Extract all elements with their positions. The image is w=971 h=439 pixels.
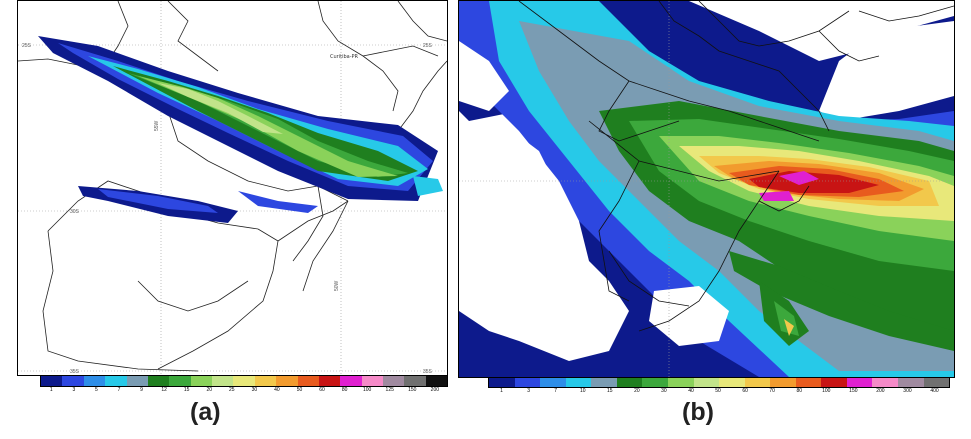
colorbar-tick-label: 80 — [341, 387, 348, 393]
colorbar-swatch — [565, 378, 592, 387]
grid-label-25s-left: 25S — [22, 43, 32, 49]
colorbar-tick-label: 3 — [72, 387, 76, 393]
colorbar-tick-label: 7 — [117, 387, 121, 393]
colorbar-tick-label: 70 — [769, 388, 775, 394]
colorbar-tick-label: 30 — [251, 387, 258, 393]
colorbar-swatch — [489, 378, 515, 387]
colorbar-tick-label: 100 — [362, 387, 372, 393]
map-b-canvas — [459, 1, 954, 377]
grid-label-30s: 30S — [70, 209, 80, 215]
colorbar-tick-label: 200 — [430, 387, 440, 393]
grid-label-25s-right: 25S — [423, 43, 433, 49]
colorbar-tick-label: 50 — [715, 388, 721, 394]
colorbar-swatch — [923, 378, 950, 387]
colorbar-swatch — [898, 378, 924, 387]
grid-label-35s-right: 35S — [423, 369, 433, 375]
colorbar-tick-label: 40 — [688, 388, 694, 394]
colorbar-swatch — [83, 376, 106, 386]
colorbar-swatch — [821, 378, 847, 387]
colorbar-swatch — [254, 376, 277, 386]
precip-bands-a — [38, 36, 443, 223]
colorbar-swatch — [147, 376, 170, 386]
colorbar-swatch — [744, 378, 771, 387]
place-label-curitiba: Curitiba-PR — [330, 54, 359, 60]
colorbar-a-ticks: 1 3 5 7 9 12 15 20 25 30 40 50 60 80 100 125 150 200 — [40, 387, 446, 393]
colorbar-swatch — [719, 378, 745, 387]
colorbar-swatch — [770, 378, 796, 387]
colorbar-swatch — [340, 376, 362, 386]
grid-label-55w: 55W — [154, 120, 160, 131]
boundaries-b — [518, 1, 954, 332]
colorbar-swatch — [212, 376, 234, 386]
colorbar-b-ticks: 1 3 7 10 15 20 30 40 50 60 70 80 100 150 200 300 400 — [488, 388, 948, 394]
colorbar-tick-label: 80 — [796, 388, 802, 394]
colorbar-tick-label: 125 — [385, 387, 394, 393]
map-panel-b — [458, 0, 955, 378]
colorbar-swatch — [297, 376, 319, 386]
colorbar-swatch — [190, 376, 212, 386]
colorbar-tick-label: 20 — [206, 387, 212, 393]
colorbar-swatch — [616, 378, 643, 387]
colorbar-swatch — [846, 378, 873, 387]
colorbar-tick-label: 20 — [634, 388, 640, 394]
colorbar-tick-label: 15 — [607, 388, 613, 394]
colorbar-tick-label: 300 — [903, 388, 912, 394]
colorbar-swatch — [169, 376, 191, 386]
colorbar-swatch — [361, 376, 383, 386]
colorbar-tick-label: 60 — [742, 388, 748, 394]
grid-label-50w: 50W — [334, 280, 340, 291]
colorbar-tick-label: 400 — [930, 388, 939, 394]
colorbar-tick-label: 5 — [95, 387, 98, 393]
colorbar-swatch — [667, 378, 694, 387]
colorbar-swatch — [276, 376, 298, 386]
colorbar-b — [488, 377, 950, 388]
colorbar-swatch — [514, 378, 541, 387]
colorbar-swatch — [105, 376, 127, 386]
colorbar-tick-label: 150 — [849, 388, 858, 394]
colorbar-tick-label: 150 — [408, 387, 417, 393]
colorbar-swatch — [233, 376, 255, 386]
colorbar-swatch — [404, 376, 426, 386]
colorbar-swatch — [41, 376, 63, 386]
colorbar-tick-label: 40 — [274, 387, 280, 393]
precip-field-b — [459, 1, 954, 377]
colorbar-swatch — [126, 376, 148, 386]
colorbar-tick-label: 25 — [229, 387, 235, 393]
colorbar-tick-label: 3 — [527, 388, 530, 394]
colorbar-swatch — [62, 376, 84, 386]
map-a-canvas: Curitiba-PR 25S 25S 30S 35S 35S 55W 50W — [18, 1, 447, 375]
colorbar-swatch — [872, 378, 898, 387]
colorbar-swatch — [383, 376, 405, 386]
colorbar-a — [40, 375, 448, 387]
colorbar-swatch — [318, 376, 341, 386]
colorbar-tick-label: 9 — [140, 387, 143, 393]
colorbar-swatch — [642, 378, 668, 387]
colorbar-tick-label: 12 — [161, 387, 167, 393]
caption-b: (b) — [682, 398, 714, 426]
colorbar-tick-label: 10 — [579, 388, 586, 394]
colorbar-tick-label: 15 — [183, 387, 190, 393]
colorbar-tick-label: 1 — [500, 388, 503, 394]
colorbar-swatch — [591, 378, 617, 387]
colorbar-tick-label: 50 — [296, 387, 303, 393]
colorbar-swatch — [425, 376, 448, 386]
colorbar-tick-label: 200 — [876, 388, 885, 394]
caption-a: (a) — [190, 398, 221, 426]
map-panel-a: Curitiba-PR 25S 25S 30S 35S 35S 55W 50W — [17, 0, 448, 376]
colorbar-tick-label: 1 — [49, 387, 53, 393]
grid-label-35s-left: 35S — [70, 369, 80, 375]
colorbar-swatch — [693, 378, 720, 387]
colorbar-tick-label: 30 — [661, 388, 667, 394]
colorbar-tick-label: 7 — [554, 388, 558, 394]
colorbar-swatch — [540, 378, 566, 387]
colorbar-tick-label: 100 — [822, 388, 831, 394]
colorbar-swatch — [795, 378, 822, 387]
colorbar-tick-label: 60 — [319, 387, 325, 393]
